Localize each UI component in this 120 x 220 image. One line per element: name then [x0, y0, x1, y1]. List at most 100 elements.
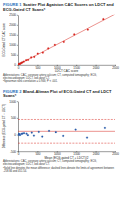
tick-label: 500: [35, 66, 40, 70]
tick-label: 1000: [9, 100, 16, 104]
plot-area: [18, 15, 115, 65]
tick-mark: [17, 45, 18, 46]
tick: 1000: [9, 100, 18, 104]
axis-line: [19, 65, 116, 66]
point: [102, 18, 104, 20]
point: [47, 48, 49, 50]
reference-line: [18, 143, 115, 144]
tick-mark: [17, 55, 18, 56]
point: [62, 135, 64, 137]
point: [73, 34, 75, 36]
point: [19, 133, 21, 135]
tick: 0: [14, 133, 18, 137]
tick-label: 2500: [9, 13, 16, 17]
point: [19, 63, 21, 65]
chart-title: Scatter Plot Agatston CAC Scores on LDCT…: [3, 2, 114, 11]
axis-line: [18, 15, 19, 65]
point: [41, 136, 43, 138]
tick: 500: [35, 151, 40, 156]
y-axis-title: Difference (ECG-gated CT − LDCT): [2, 104, 6, 148]
tick-mark: [17, 65, 18, 66]
x-axis-title: LDCT CAC score: [55, 69, 78, 73]
chart-title: Bland-Altman Plot of ECG-Gated CT and LD…: [3, 89, 112, 98]
tick: 2500: [112, 151, 119, 156]
footnote: ᵃSolid line denotes the mean difference;…: [3, 166, 115, 173]
tick-label: 2500: [112, 66, 119, 70]
fit-line: [18, 15, 115, 65]
point: [23, 61, 25, 63]
tick-label: 2500: [112, 152, 119, 156]
point: [37, 53, 39, 55]
tick-mark: [17, 25, 18, 26]
point: [55, 131, 57, 133]
chart: FIGURE 1Scatter Plot Agatston CAC Scores…: [2, 2, 120, 83]
tick: 0: [18, 65, 20, 70]
point: [86, 137, 88, 139]
tick: 1500: [9, 33, 18, 37]
axis-line: [19, 151, 116, 152]
axis-line: [18, 102, 19, 152]
tick-label: 1500: [9, 33, 16, 37]
tick-mark: [17, 35, 18, 36]
point: [87, 29, 89, 31]
point: [30, 57, 32, 59]
point: [63, 41, 65, 43]
point: [33, 56, 35, 58]
point: [104, 127, 106, 129]
tick: 0: [18, 151, 20, 156]
text-line: ECG-Gated CT Scansᵃ: [3, 7, 46, 12]
tick-label: 2000: [9, 23, 16, 27]
tick: 2000: [93, 151, 100, 156]
tick-mark: [17, 135, 18, 136]
point: [19, 134, 21, 136]
tick-label: 2000: [93, 66, 100, 70]
point: [26, 133, 28, 135]
tick: 2000: [9, 23, 18, 27]
point: [42, 52, 44, 54]
text-line: ᵃSpearman rank correlation = 0.946; P < …: [3, 79, 58, 83]
plot-area: [18, 119, 115, 143]
x-axis-title: Mean (ECG-gated CT + LDCT)/2: [45, 156, 89, 160]
tick-label: 0: [14, 133, 16, 137]
tick-label: 2000: [93, 152, 100, 156]
point: [75, 129, 77, 131]
footnote: Abbreviations: CAC, coronary artery calc…: [3, 73, 97, 80]
point: [21, 133, 23, 135]
point: [54, 44, 56, 46]
tick-label: 500: [11, 116, 16, 120]
tick: 2500: [112, 65, 119, 70]
point: [27, 59, 29, 61]
tick: 500: [11, 116, 18, 120]
text-line: Scansᵃ: [3, 93, 17, 98]
figure-page: FIGURE 1Scatter Plot Agatston CAC Scores…: [0, 0, 120, 220]
chart: FIGURE 2Bland-Altman Plot of ECG-Gated C…: [2, 89, 120, 173]
tick: 2500: [9, 13, 18, 17]
tick-label: 1000: [9, 43, 16, 47]
point: [20, 62, 22, 64]
tick-mark: [17, 118, 18, 119]
reference-line: [18, 119, 115, 120]
y-axis: -50005001000: [9, 100, 18, 154]
tick: 0: [14, 63, 18, 67]
y-axis: 0 500 1000 1500 2000 2500: [9, 13, 18, 67]
y-axis-title: ECG-Gated CT CAC score: [2, 23, 6, 57]
point: [31, 132, 33, 134]
tick-label: 0: [18, 152, 20, 156]
reference-line: [18, 131, 115, 132]
text-line: -258.84 and 451.54.: [3, 169, 27, 173]
tick: 500: [35, 65, 40, 70]
point: [48, 130, 50, 132]
tick-mark: [17, 101, 18, 102]
point: [27, 134, 29, 136]
point: [18, 63, 20, 65]
footnote: Abbreviations: CAC, coronary artery calc…: [3, 159, 97, 166]
tick-label: 0: [18, 66, 20, 70]
tick: 2000: [93, 65, 100, 70]
tick-label: 500: [11, 53, 16, 57]
point: [23, 132, 25, 134]
text-line: Bland-Altman Plot of ECG-Gated CT and LD…: [23, 89, 112, 94]
tick: -500: [10, 150, 18, 154]
point: [33, 135, 35, 137]
tick-mark: [17, 15, 18, 16]
tick-label: -500: [10, 150, 16, 154]
